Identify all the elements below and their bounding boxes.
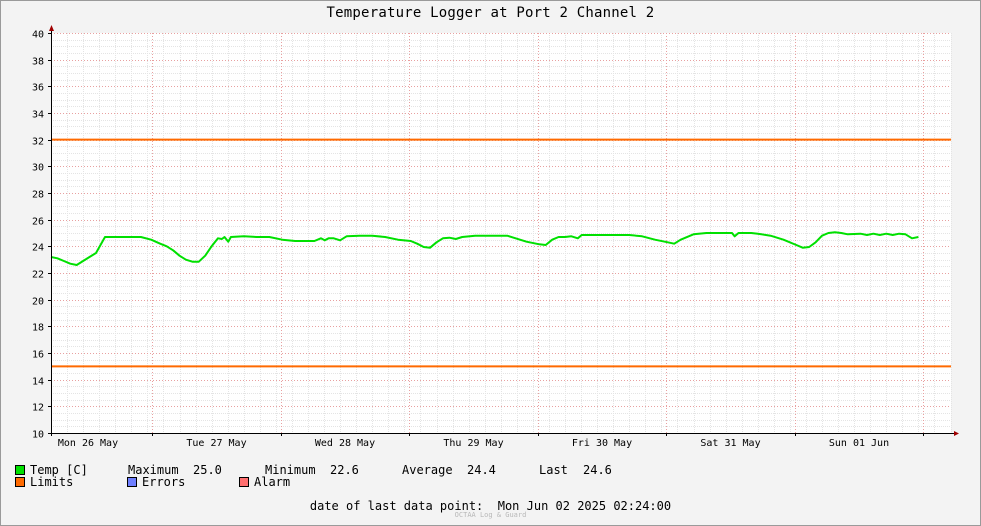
- y-tick-label: 38: [32, 57, 44, 68]
- x-tick-label: Wed 28 May: [315, 438, 375, 449]
- stat-last-label: Last: [539, 463, 568, 477]
- y-tick-label: 12: [32, 403, 44, 414]
- y-tick-label: 16: [32, 350, 44, 361]
- y-tick-label: 36: [32, 83, 44, 94]
- legend-limits-label: Limits: [30, 475, 74, 489]
- x-axis-arrow: [954, 431, 959, 436]
- legend-errors-label: Errors: [142, 475, 186, 489]
- legend-limits-swatch: [15, 477, 25, 487]
- stat-avg-label: Average: [402, 463, 453, 477]
- x-tick-label: Fri 30 May: [572, 438, 632, 449]
- stat-min-label: Minimum: [265, 463, 316, 477]
- temperature-line: [50, 231, 919, 266]
- legend-alarm-swatch: [239, 477, 249, 487]
- legend-temp: Temp [C]: [15, 463, 88, 477]
- y-axis-arrow: [49, 25, 54, 31]
- stat-last-value: 24.6: [583, 463, 612, 477]
- legend-limits: Limits: [15, 475, 73, 489]
- y-tick-label: 34: [32, 110, 44, 121]
- y-tick-label: 22: [32, 270, 44, 281]
- y-tick-label: 40: [32, 30, 44, 41]
- legend-alarm-label: Alarm: [254, 475, 291, 489]
- x-tick-label: Tue 27 May: [186, 438, 246, 449]
- y-tick-label: 24: [32, 243, 44, 254]
- legend-errors: Errors: [127, 475, 185, 489]
- last-data-point: date of last data point: Mon Jun 02 2025…: [0, 499, 981, 513]
- x-tick-label: Sat 31 May: [700, 438, 760, 449]
- last-data-point-label: date of last data point:: [309, 499, 484, 513]
- y-tick-label: 20: [32, 297, 44, 308]
- x-tick-label: Sun 01 Jun: [829, 438, 889, 449]
- y-tick-label: 18: [32, 323, 44, 334]
- stat-min-value: 22.6: [330, 463, 359, 477]
- y-tick-label: 28: [32, 190, 44, 201]
- y-tick-label: 30: [32, 163, 44, 174]
- legend-temp-label: Temp [C]: [30, 463, 88, 477]
- y-tick-label: 10: [32, 430, 44, 441]
- stat-max-label: Maximum: [128, 463, 179, 477]
- y-tick-label: 14: [32, 377, 44, 388]
- legend-alarm: Alarm: [239, 475, 290, 489]
- y-tick-label: 32: [32, 137, 44, 148]
- last-data-point-value: Mon Jun 02 2025 02:24:00: [497, 499, 672, 513]
- x-tick-label: Thu 29 May: [443, 438, 503, 449]
- legend-temp-swatch: [15, 465, 25, 475]
- stat-avg-value: 24.4: [467, 463, 496, 477]
- legend-errors-swatch: [127, 477, 137, 487]
- chart-title: Temperature Logger at Port 2 Channel 2: [326, 5, 655, 21]
- y-tick-label: 26: [32, 217, 44, 228]
- stat-max-value: 25.0: [193, 463, 222, 477]
- x-tick-label: Mon 26 May: [58, 438, 118, 449]
- credit-text: OCTAA Log & Guard: [454, 511, 527, 519]
